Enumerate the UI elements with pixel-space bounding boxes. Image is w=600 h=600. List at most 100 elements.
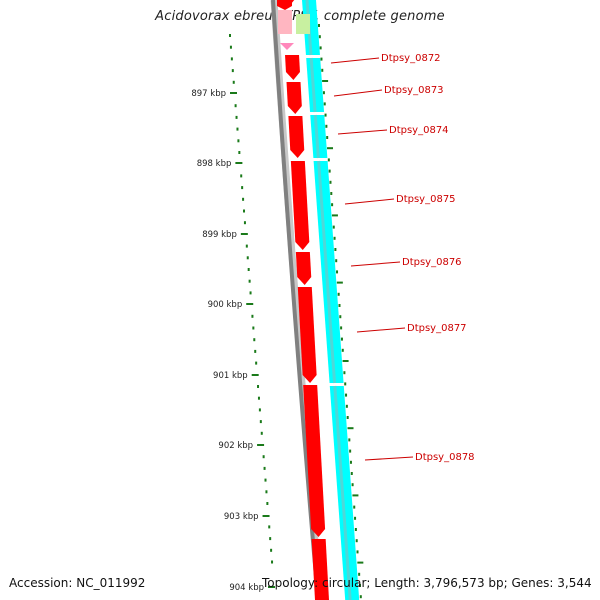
minor-tick-right <box>319 46 322 50</box>
minor-tick <box>234 104 237 108</box>
minor-tick <box>266 502 269 505</box>
minor-tick <box>264 478 267 482</box>
gene-label: Dtpsy_0877 <box>407 323 467 334</box>
pink-feature <box>278 10 292 34</box>
minor-tick-right <box>358 572 361 576</box>
minor-tick-right <box>318 35 321 39</box>
gene-arrow <box>286 82 302 114</box>
ruler-label: 901 kbp <box>213 371 248 381</box>
minor-tick-right <box>340 326 343 330</box>
minor-tick <box>258 408 261 412</box>
leader-line <box>356 327 406 333</box>
minor-tick <box>255 361 258 365</box>
minor-tick-right <box>329 180 332 184</box>
minor-tick-right <box>336 270 339 274</box>
minor-tick <box>235 115 238 119</box>
gene-arrow <box>285 55 300 80</box>
minor-tick-right <box>346 416 349 419</box>
minor-tick <box>237 139 240 143</box>
minor-tick-right <box>344 382 347 386</box>
minor-tick-right <box>353 505 356 509</box>
leader-line <box>337 129 388 135</box>
ruler-label: 902 kbp <box>218 441 253 451</box>
gene-labels: Dtpsy_0872 Dtpsy_0873 Dtpsy_0874 Dtpsy_0875… <box>330 53 475 463</box>
gene-arrow-top <box>277 0 292 10</box>
gene-label: Dtpsy_0874 <box>389 125 449 136</box>
minor-tick-right <box>340 337 343 341</box>
minor-tick-right <box>328 169 331 173</box>
minor-tick <box>251 314 254 318</box>
minor-tick <box>245 244 248 248</box>
leader-line <box>330 57 380 64</box>
gene-arrow <box>288 116 305 158</box>
gene-track <box>277 0 329 600</box>
major-tick-right <box>352 494 359 497</box>
leader-line <box>364 456 414 461</box>
minor-tick-right <box>343 371 346 375</box>
minor-tick-right <box>337 292 340 296</box>
minor-tick-right <box>345 393 348 397</box>
minor-tick <box>246 256 249 260</box>
leader-line <box>344 198 395 205</box>
cyan-segment <box>313 161 344 383</box>
minor-tick-right <box>327 158 330 162</box>
gene-label: Dtpsy_0876 <box>402 257 462 268</box>
minor-tick-right <box>356 550 359 554</box>
minor-tick-right <box>354 528 357 531</box>
major-tick-right <box>347 427 354 430</box>
minor-tick <box>247 268 250 271</box>
minor-tick-right <box>359 595 362 599</box>
ruler-label: 897 kbp <box>191 89 226 99</box>
gene-arrow <box>297 287 317 383</box>
minor-tick <box>270 548 273 552</box>
gene-label: Dtpsy_0875 <box>396 194 456 205</box>
ruler-label: 898 kbp <box>197 159 232 169</box>
minor-tick-right <box>332 225 335 229</box>
minor-tick-right <box>355 539 358 543</box>
ruler-label: 904 kbp <box>229 583 264 593</box>
major-tick-right <box>357 561 364 564</box>
minor-tick-right <box>322 91 325 95</box>
minor-tick <box>248 279 251 283</box>
gene-arrow <box>290 161 310 250</box>
minor-tick <box>249 291 252 295</box>
minor-tick <box>263 466 266 470</box>
major-tick <box>240 233 248 235</box>
minor-tick <box>265 490 268 494</box>
cyan-inner-line <box>313 114 320 159</box>
gene-arrow <box>311 539 329 600</box>
minor-tick <box>229 34 231 37</box>
minor-tick <box>269 537 272 541</box>
cyan-inner-line <box>317 160 337 384</box>
minor-tick <box>271 560 274 564</box>
gene-arrow <box>295 252 312 285</box>
leader-line <box>333 89 383 97</box>
minor-tick-right <box>320 57 323 61</box>
major-tick <box>251 374 259 376</box>
ruler-label: 900 kbp <box>208 300 243 310</box>
minor-tick-right <box>339 315 342 319</box>
minor-tick <box>253 338 256 342</box>
cyan-inner-line <box>309 57 317 113</box>
major-tick <box>246 303 254 305</box>
minor-tick-right <box>334 248 337 251</box>
cyan-segment <box>329 386 360 600</box>
major-tick-right <box>322 80 329 82</box>
major-tick-right <box>342 360 349 362</box>
minor-tick <box>231 69 234 73</box>
minor-tick <box>260 431 263 435</box>
feature-track <box>302 0 360 600</box>
minor-tick <box>268 525 271 529</box>
minor-tick <box>257 385 260 388</box>
minor-tick <box>259 420 262 424</box>
minor-tick-right <box>338 304 341 307</box>
minor-tick-right <box>330 192 333 195</box>
minor-tick-right <box>321 68 324 72</box>
major-tick <box>262 515 270 517</box>
pink-arrow-feature <box>280 43 294 50</box>
minor-tick-right <box>318 24 320 27</box>
minor-tick <box>242 197 245 201</box>
gene-label: Dtpsy_0872 <box>381 53 441 64</box>
minor-tick <box>243 221 246 225</box>
minor-tick <box>241 186 244 190</box>
